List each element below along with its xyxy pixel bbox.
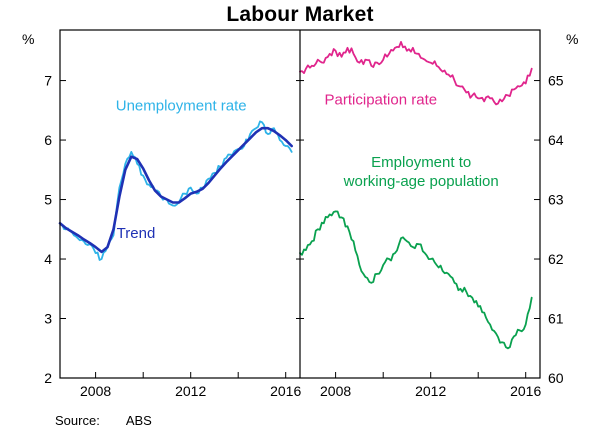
source-value: ABS: [125, 413, 152, 428]
y-axis-label-right: 62: [548, 251, 564, 267]
y-axis-label-right: 64: [548, 132, 564, 148]
x-axis-label: 2016: [270, 383, 301, 399]
series-label: Employment to working-age population: [343, 154, 499, 190]
y-axis-label-left: 3: [44, 311, 52, 327]
series-label: Participation rate: [325, 91, 438, 108]
x-axis-label: 2008: [80, 383, 111, 399]
series-label: Unemployment rate: [116, 97, 247, 114]
y-axis-label-right: 60: [548, 370, 564, 386]
series-employment-to-working-age-population: [299, 210, 533, 350]
y-axis-label-right: 65: [548, 73, 564, 89]
source-label: Source:: [55, 413, 100, 428]
y-axis-unit: %: [22, 31, 34, 47]
plot-area: 2 3 4 5 6 7 2008 2012 2016% Unemployment rate Tren…: [22, 29, 578, 399]
y-axis-label-right: 63: [548, 192, 564, 208]
source-note: Source: ABS: [55, 413, 152, 428]
x-axis-label: 2012: [415, 383, 446, 399]
y-axis-label-left: 2: [44, 370, 52, 386]
y-axis-unit: %: [566, 31, 578, 47]
x-axis-label: 2012: [175, 383, 206, 399]
x-axis-label: 2016: [510, 383, 541, 399]
series-trend: [58, 126, 294, 254]
x-axis-label: 2008: [320, 383, 351, 399]
series-participation-rate: [299, 41, 533, 106]
y-axis-label-left: 5: [44, 192, 52, 208]
y-axis-label-left: 7: [44, 73, 52, 89]
chart-title: Labour Market: [226, 3, 374, 26]
y-axis-label-left: 4: [44, 251, 52, 267]
series-unemployment-rate: [59, 120, 293, 261]
y-axis-label-left: 6: [44, 132, 52, 148]
series-label: Trend: [117, 225, 156, 242]
y-axis-label-right: 61: [548, 311, 564, 327]
